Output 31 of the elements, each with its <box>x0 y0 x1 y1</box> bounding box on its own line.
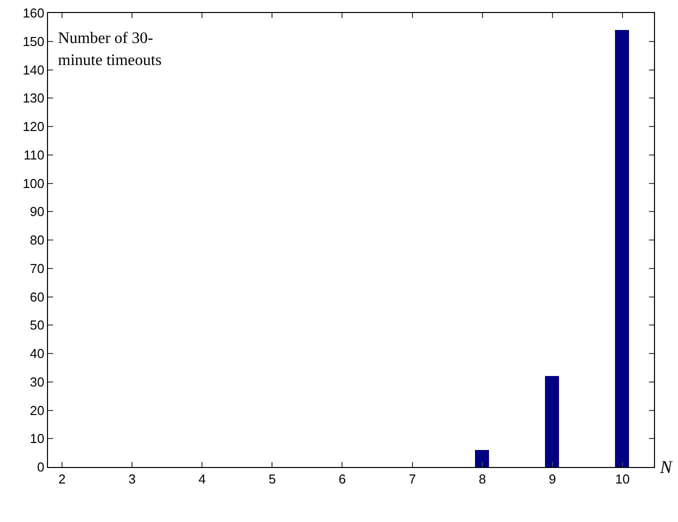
y-tick-label: 50 <box>30 318 44 333</box>
x-tick-label: 7 <box>408 472 416 487</box>
y-tick-label: 80 <box>30 232 44 248</box>
y-tick-label: 70 <box>30 260 44 276</box>
y-axis-title: Number of 30-minute timeouts <box>58 29 163 71</box>
y-tick-label: 40 <box>30 346 44 362</box>
y-tick-label: 90 <box>30 204 44 220</box>
x-tick-label: 10 <box>615 472 630 487</box>
bar <box>615 30 629 467</box>
y-tick-label: 130 <box>22 90 44 106</box>
y-tick-label: 10 <box>30 431 44 446</box>
bar <box>475 450 489 467</box>
y-tick-label: 150 <box>22 34 44 49</box>
y-tick-label: 120 <box>22 119 44 134</box>
y-tick-label: 140 <box>22 62 44 78</box>
x-tick-label: 5 <box>268 472 276 487</box>
y-tick-label: 30 <box>30 374 44 390</box>
y-tick-label: 160 <box>22 6 44 21</box>
y-tick-label: 20 <box>30 402 44 418</box>
y-tick-label: 0 <box>37 460 44 475</box>
x-tick-label: 9 <box>548 472 556 487</box>
y-tick-label: 110 <box>24 147 44 162</box>
bar <box>545 376 559 467</box>
x-tick-label: 8 <box>478 472 486 487</box>
x-tick-label: 4 <box>198 472 206 487</box>
x-axis-title: N <box>659 457 673 477</box>
x-tick-label: 6 <box>338 472 346 487</box>
x-tick-label: 3 <box>128 472 136 487</box>
x-tick-label: 2 <box>58 472 66 487</box>
y-tick-label: 100 <box>22 176 44 191</box>
y-tick-label: 60 <box>30 289 44 304</box>
